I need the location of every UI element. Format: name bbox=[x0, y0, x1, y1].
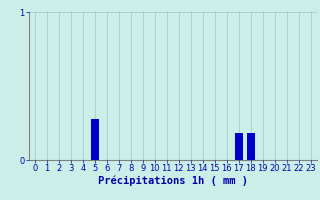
X-axis label: Précipitations 1h ( mm ): Précipitations 1h ( mm ) bbox=[98, 176, 248, 186]
Bar bbox=[235, 133, 243, 160]
Bar bbox=[91, 119, 99, 160]
Bar bbox=[247, 133, 255, 160]
